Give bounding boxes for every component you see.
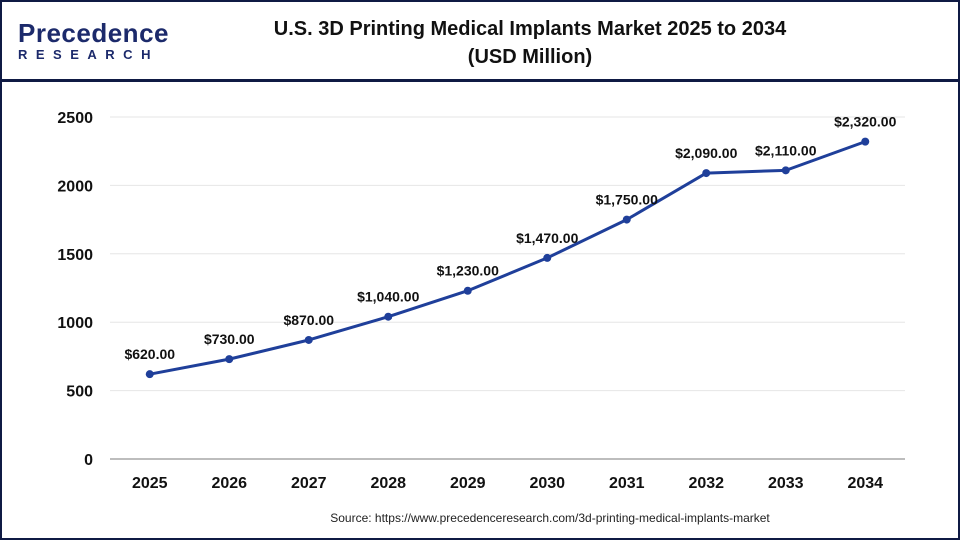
- x-tick-label: 2030: [529, 475, 565, 492]
- data-label: $730.00: [204, 331, 255, 347]
- x-tick-label: 2027: [291, 475, 327, 492]
- x-tick-label: 2032: [688, 475, 724, 492]
- data-point: [781, 166, 790, 175]
- data-point: [702, 169, 711, 178]
- data-point: [622, 215, 631, 224]
- header-divider: [0, 79, 960, 82]
- data-label: $1,750.00: [596, 192, 658, 208]
- data-label: $1,230.00: [437, 263, 499, 279]
- x-tick-label: 2026: [211, 475, 247, 492]
- data-label: $870.00: [283, 312, 334, 328]
- data-point: [145, 370, 154, 379]
- data-point: [861, 137, 870, 146]
- x-tick-label: 2025: [132, 475, 168, 492]
- x-tick-label: 2034: [847, 475, 883, 492]
- title-line2: (USD Million): [467, 46, 593, 68]
- x-tick-label: 2029: [450, 475, 486, 492]
- logo: Precedence RESEARCH: [18, 20, 169, 62]
- data-point: [384, 312, 393, 321]
- data-point: [463, 286, 472, 295]
- logo-line2: RESEARCH: [18, 47, 159, 62]
- y-tick-label: 2500: [57, 110, 93, 127]
- y-tick-label: 0: [84, 452, 93, 469]
- data-point: [225, 355, 234, 364]
- data-label: $1,470.00: [516, 230, 578, 246]
- chart-title: U.S. 3D Printing Medical Implants Market…: [230, 15, 830, 71]
- x-tick-label: 2033: [768, 475, 804, 492]
- data-label: $2,320.00: [834, 114, 896, 130]
- data-point: [304, 335, 313, 344]
- data-label: $2,110.00: [755, 142, 817, 158]
- y-tick-label: 1500: [57, 247, 93, 264]
- x-tick-label: 2028: [370, 475, 406, 492]
- y-tick-label: 2000: [57, 178, 93, 195]
- data-point: [543, 253, 552, 262]
- y-tick-label: 1000: [57, 315, 93, 332]
- source-note: Source: https://www.precedenceresearch.c…: [330, 511, 770, 525]
- data-label: $1,040.00: [357, 289, 419, 305]
- data-label: $2,090.00: [675, 145, 737, 161]
- title-line1: U.S. 3D Printing Medical Implants Market…: [273, 18, 787, 40]
- data-label: $620.00: [124, 346, 175, 362]
- x-tick-label: 2031: [609, 475, 645, 492]
- y-tick-label: 500: [66, 384, 93, 401]
- logo-line1: Precedence: [18, 18, 169, 48]
- series-line: [149, 140, 866, 376]
